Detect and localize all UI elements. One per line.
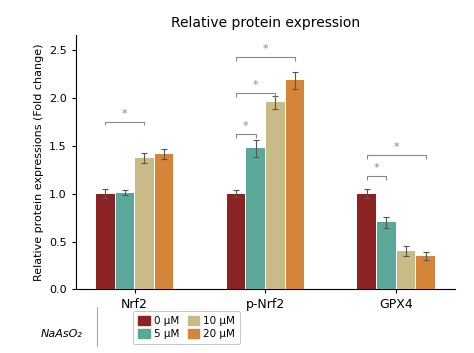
- Legend: 0 μM, 5 μM, 10 μM, 20 μM: 0 μM, 5 μM, 10 μM, 20 μM: [133, 311, 240, 344]
- Bar: [377, 222, 396, 289]
- Text: *: *: [263, 44, 268, 54]
- Text: *: *: [253, 80, 258, 90]
- Bar: [357, 193, 376, 289]
- Text: *: *: [243, 121, 249, 131]
- Text: *: *: [122, 109, 128, 119]
- Text: *: *: [374, 163, 379, 173]
- Text: NaAsO₂: NaAsO₂: [41, 329, 82, 339]
- Bar: [96, 193, 115, 289]
- Bar: [155, 154, 173, 289]
- Bar: [135, 158, 154, 289]
- Bar: [285, 80, 304, 289]
- Title: Relative protein expression: Relative protein expression: [171, 16, 360, 30]
- Bar: [397, 251, 415, 289]
- Bar: [246, 149, 265, 289]
- Y-axis label: Relative protein expressions (Fold change): Relative protein expressions (Fold chang…: [34, 44, 44, 281]
- Bar: [116, 193, 134, 289]
- Bar: [266, 102, 284, 289]
- Bar: [227, 193, 246, 289]
- Text: *: *: [393, 142, 399, 152]
- Bar: [416, 256, 435, 289]
